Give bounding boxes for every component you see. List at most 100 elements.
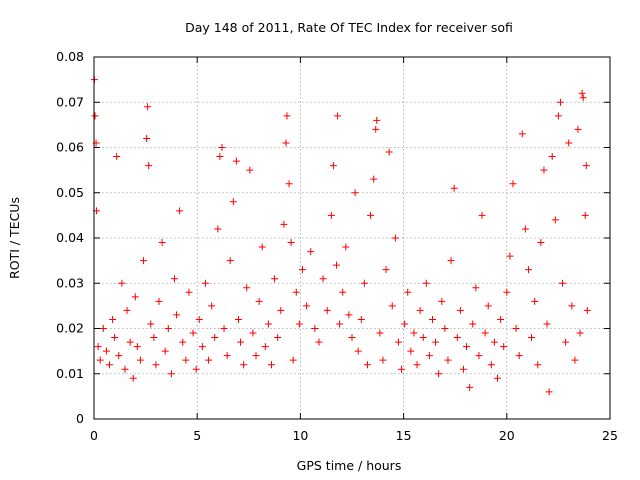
data-point [252,352,260,360]
data-point [164,325,172,332]
data-point [277,306,285,314]
data-point [583,306,591,314]
data-point [298,266,306,274]
data-point [545,388,553,396]
data-point [363,361,371,369]
data-point [540,166,548,174]
data-point [264,320,272,328]
data-point [246,166,254,174]
data-point [459,365,467,373]
data-point [126,338,134,346]
data-point [370,175,378,183]
data-point [582,162,590,170]
axis-ticks [93,56,611,420]
data-point [255,297,263,305]
data-point [574,125,582,133]
data-point [249,329,257,337]
data-point [121,365,129,373]
data-point [339,288,347,296]
y-tick-label: 0.08 [56,49,84,64]
y-tick-label: 0.03 [56,275,84,290]
data-point [342,243,350,251]
data-point [515,352,523,360]
data-point [289,356,297,364]
data-point [102,347,110,355]
data-point [167,370,175,378]
data-point [129,374,137,382]
data-point [285,180,293,188]
data-point [435,370,443,378]
data-point [303,302,311,310]
data-point [534,361,542,369]
data-point [376,329,384,337]
data-point [372,125,380,133]
data-point [287,239,295,247]
data-point [354,347,362,355]
data-point [581,211,589,219]
data-point [182,356,190,364]
data-point [282,139,290,147]
data-point [185,288,193,296]
data-point [554,112,562,120]
data-point [258,243,266,251]
data-point [323,306,331,314]
data-point [271,275,279,283]
data-point [295,320,303,328]
data-point [401,320,409,328]
data-point [388,302,396,310]
data-point [111,334,119,342]
data-point [469,320,477,328]
data-point [524,266,532,274]
data-point [506,252,514,260]
data-point [447,257,455,265]
data-point [543,320,551,328]
data-point [113,153,121,161]
data-point [537,239,545,247]
data-point [229,198,237,206]
data-point [490,338,498,346]
data-point [201,279,209,287]
grid-lines [94,57,610,419]
data-point [336,320,344,328]
data-point [237,338,245,346]
y-tick-label: 0.06 [56,140,84,155]
data-point [216,153,224,161]
data-point [551,216,559,224]
data-point [99,325,107,332]
y-tick-label: 0.01 [56,366,84,381]
data-point [373,116,381,124]
y-tick-label: 0.05 [56,185,84,200]
data-point [385,148,393,156]
data-point [503,288,511,296]
data-point [240,361,248,369]
data-point [345,311,353,319]
data-point [453,334,461,342]
data-point [428,315,436,323]
data-point [143,134,151,142]
x-tick-label: 20 [499,428,515,443]
data-point [319,275,327,283]
x-tick-label: 15 [396,428,412,443]
x-tick-label: 25 [602,428,618,443]
data-point [261,343,269,351]
data-point [243,284,251,292]
data-point [96,356,104,364]
data-point [307,248,315,256]
data-point [481,329,489,337]
data-point [497,315,505,323]
data-point [463,343,471,351]
data-point [192,365,200,373]
x-tick-labels: 0 5 10 15 20 25 [90,428,618,443]
data-point [329,162,337,170]
data-point [232,157,240,165]
data-point [109,315,117,323]
data-point [131,293,139,301]
data-point [211,334,219,342]
data-point [333,261,341,269]
data-point [571,356,579,364]
data-point [155,297,163,305]
data-point [548,153,556,161]
data-point [144,103,152,111]
data-point [189,329,197,337]
data-point [475,352,483,360]
